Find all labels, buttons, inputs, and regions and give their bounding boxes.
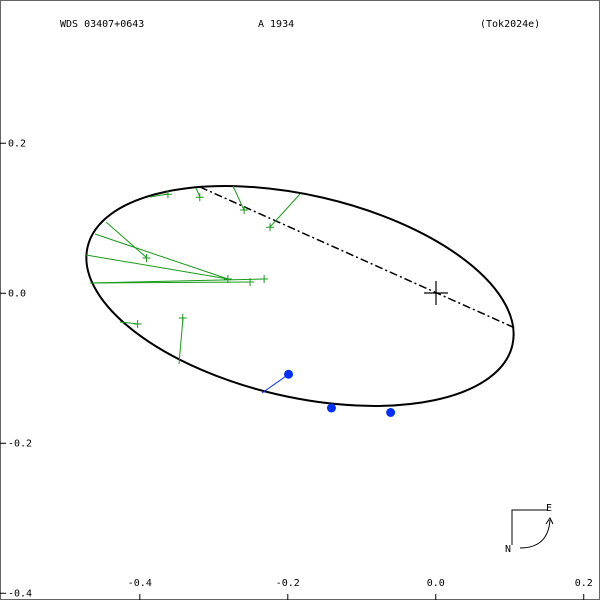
observation (142, 254, 151, 262)
observation (260, 275, 269, 283)
header-id: WDS 03407+0643 (60, 19, 144, 30)
observation (240, 206, 249, 214)
compass-east: E (546, 503, 552, 514)
observation (386, 408, 396, 417)
residual (261, 373, 290, 394)
x-tick-label: -0.2 (276, 578, 300, 589)
observation (178, 314, 187, 322)
y-tick-label: 0.0 (8, 288, 26, 299)
header-ref: (Tok2024e) (480, 19, 540, 30)
orbit (85, 185, 515, 407)
residuals (85, 185, 301, 365)
y-tick-label: -0.2 (8, 438, 32, 449)
observation (284, 369, 294, 379)
y-tick-label: 0.2 (8, 138, 26, 149)
header-name: A 1934 (258, 19, 294, 30)
y-tick-label: -0.4 (8, 588, 32, 599)
observation (246, 278, 255, 286)
observation (326, 403, 336, 413)
observation (133, 320, 142, 328)
primary-star (424, 281, 448, 305)
compass-north: N (505, 544, 511, 555)
observation (163, 190, 172, 199)
observation (223, 275, 232, 283)
line-of-nodes (199, 186, 516, 329)
x-tick-label: 0.0 (427, 578, 445, 589)
x-tick-label: -0.4 (128, 578, 152, 589)
compass (511, 509, 554, 549)
x-tick-label: 0.2 (575, 578, 593, 589)
observation (266, 223, 275, 232)
observation (195, 193, 204, 202)
